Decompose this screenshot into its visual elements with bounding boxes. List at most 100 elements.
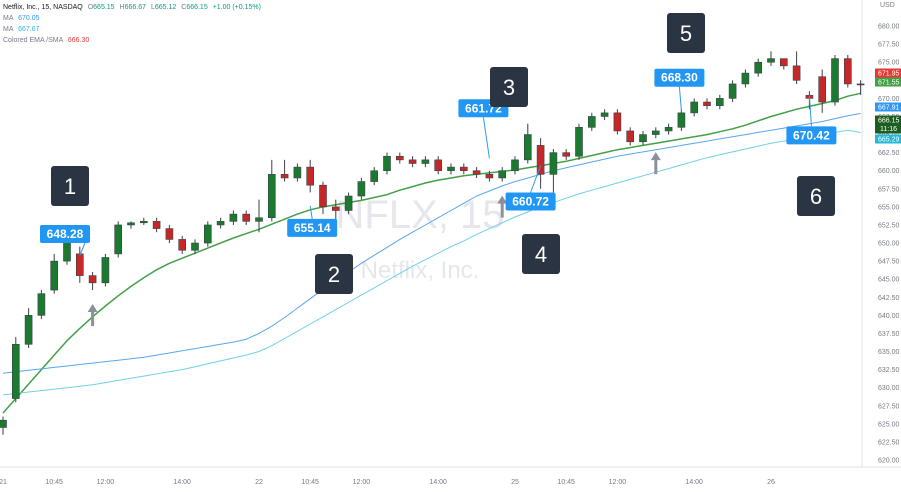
candle-body <box>485 174 494 179</box>
price-tick-label: 630.00 <box>878 385 900 392</box>
callout-text: 668.30 <box>661 71 698 85</box>
up-arrow-head <box>87 304 98 313</box>
price-callout: 661.72 <box>458 99 509 159</box>
numbered-marker-3: 3 <box>490 67 528 107</box>
candle-body <box>703 101 711 106</box>
candle-body <box>114 224 122 255</box>
candle-body <box>306 166 315 186</box>
candle-body <box>76 253 84 276</box>
numbered-marker-1: 1 <box>51 166 89 206</box>
price-badge-box <box>875 68 901 78</box>
time-tick-label: 10:45 <box>301 479 319 486</box>
candle-body <box>677 112 686 128</box>
candle-body <box>715 98 724 106</box>
callout-box <box>505 192 556 211</box>
price-badge-countdown: 11:16 <box>880 126 897 133</box>
price-badge: 671.55 <box>875 77 901 87</box>
candle-body <box>24 315 33 345</box>
price-tick-label: 627.50 <box>878 403 900 410</box>
price-tick-label: 660.00 <box>878 168 900 175</box>
numbered-marker-6: 6 <box>797 176 835 216</box>
legend-open: 665.15 <box>93 4 115 11</box>
candle-body <box>267 174 276 219</box>
candle-body <box>88 275 97 284</box>
price-callout: 655.14 <box>287 205 338 237</box>
price-tick-label: 670.00 <box>878 96 900 103</box>
numbered-marker-box <box>667 13 705 53</box>
chart-legend: Netflix, Inc., 15, NASDAQ O665.15 H666.6… <box>3 2 261 46</box>
price-callout: 648.28 <box>40 225 90 256</box>
legend-ma1-value: 670.05 <box>18 15 40 22</box>
watermark-name: Netflix, Inc. <box>361 257 480 284</box>
time-tick-label: 10:45 <box>45 479 63 486</box>
up-arrow-head <box>497 195 508 204</box>
numbered-marker-box <box>797 176 835 216</box>
candle-body <box>831 58 839 103</box>
numbered-marker-text: 2 <box>328 262 340 287</box>
candle-body <box>344 195 353 211</box>
price-tick-label: 652.50 <box>878 222 900 229</box>
numbered-marker-text: 3 <box>503 75 515 100</box>
candle-body <box>767 58 775 63</box>
currency-label: USD <box>880 2 895 9</box>
legend-ema-label: Colored EMA /SMA <box>3 37 63 44</box>
price-badge: 667.91 <box>875 102 901 112</box>
legend-ma2-value: 667.67 <box>18 26 40 33</box>
candle-body <box>101 257 110 284</box>
candle-body <box>178 239 186 251</box>
numbered-marker-text: 5 <box>680 21 692 46</box>
time-tick-label: 25 <box>511 479 519 486</box>
callout-box <box>40 225 90 243</box>
candle-body <box>152 221 161 229</box>
candle-body <box>523 134 532 161</box>
candle-body <box>140 221 148 224</box>
price-tick-label: 637.50 <box>878 331 900 338</box>
candle-body <box>818 76 827 103</box>
price-tick-label: 675.00 <box>878 60 900 67</box>
numbered-marker-text: 4 <box>535 242 547 267</box>
candle-body <box>459 166 468 172</box>
candle-body <box>754 61 763 74</box>
candle-body <box>395 155 404 161</box>
candle-body <box>664 127 673 132</box>
legend-high: 666.67 <box>124 4 147 11</box>
candle-body <box>127 222 135 226</box>
numbered-marker-box <box>522 234 560 274</box>
price-badge-box <box>875 134 901 144</box>
numbered-marker-5: 5 <box>667 13 705 53</box>
candle-body <box>165 228 174 240</box>
candle-body <box>331 206 340 211</box>
ma-line-3 <box>2 129 861 396</box>
price-tick-label: 620.00 <box>878 458 900 465</box>
callout-box <box>287 218 338 237</box>
legend-high-label: H <box>119 4 125 11</box>
price-tick-label: 657.50 <box>878 186 900 193</box>
candle-body <box>293 166 302 179</box>
time-tick-label: 22 <box>255 479 263 486</box>
legend-ma2-label: MA <box>3 26 14 33</box>
price-badge-box <box>875 102 901 112</box>
candle-body <box>447 166 455 172</box>
time-tick-label: 14:00 <box>429 479 447 486</box>
candle-body <box>408 159 417 164</box>
price-callout: 668.30 <box>654 68 705 111</box>
numbered-marker-box <box>315 254 353 294</box>
callout-leader <box>309 205 313 219</box>
price-tick-label: 680.00 <box>878 24 900 31</box>
candle-body <box>690 101 699 114</box>
candle-body <box>651 130 660 135</box>
price-badge: 671.95 <box>875 68 901 78</box>
time-tick-label: 14:00 <box>685 479 703 486</box>
price-tick-label: 677.50 <box>878 42 900 49</box>
callout-leader <box>530 165 542 193</box>
numbered-marker-box <box>51 166 89 206</box>
candle-body <box>216 221 225 226</box>
time-tick-label: 14:00 <box>173 479 191 486</box>
candle-body <box>728 83 737 99</box>
legend-ma1-row: MA 670.05 <box>3 13 261 24</box>
price-badge-text: 665.29 <box>878 137 900 144</box>
candle-body <box>843 58 852 85</box>
candle-body <box>613 112 622 132</box>
